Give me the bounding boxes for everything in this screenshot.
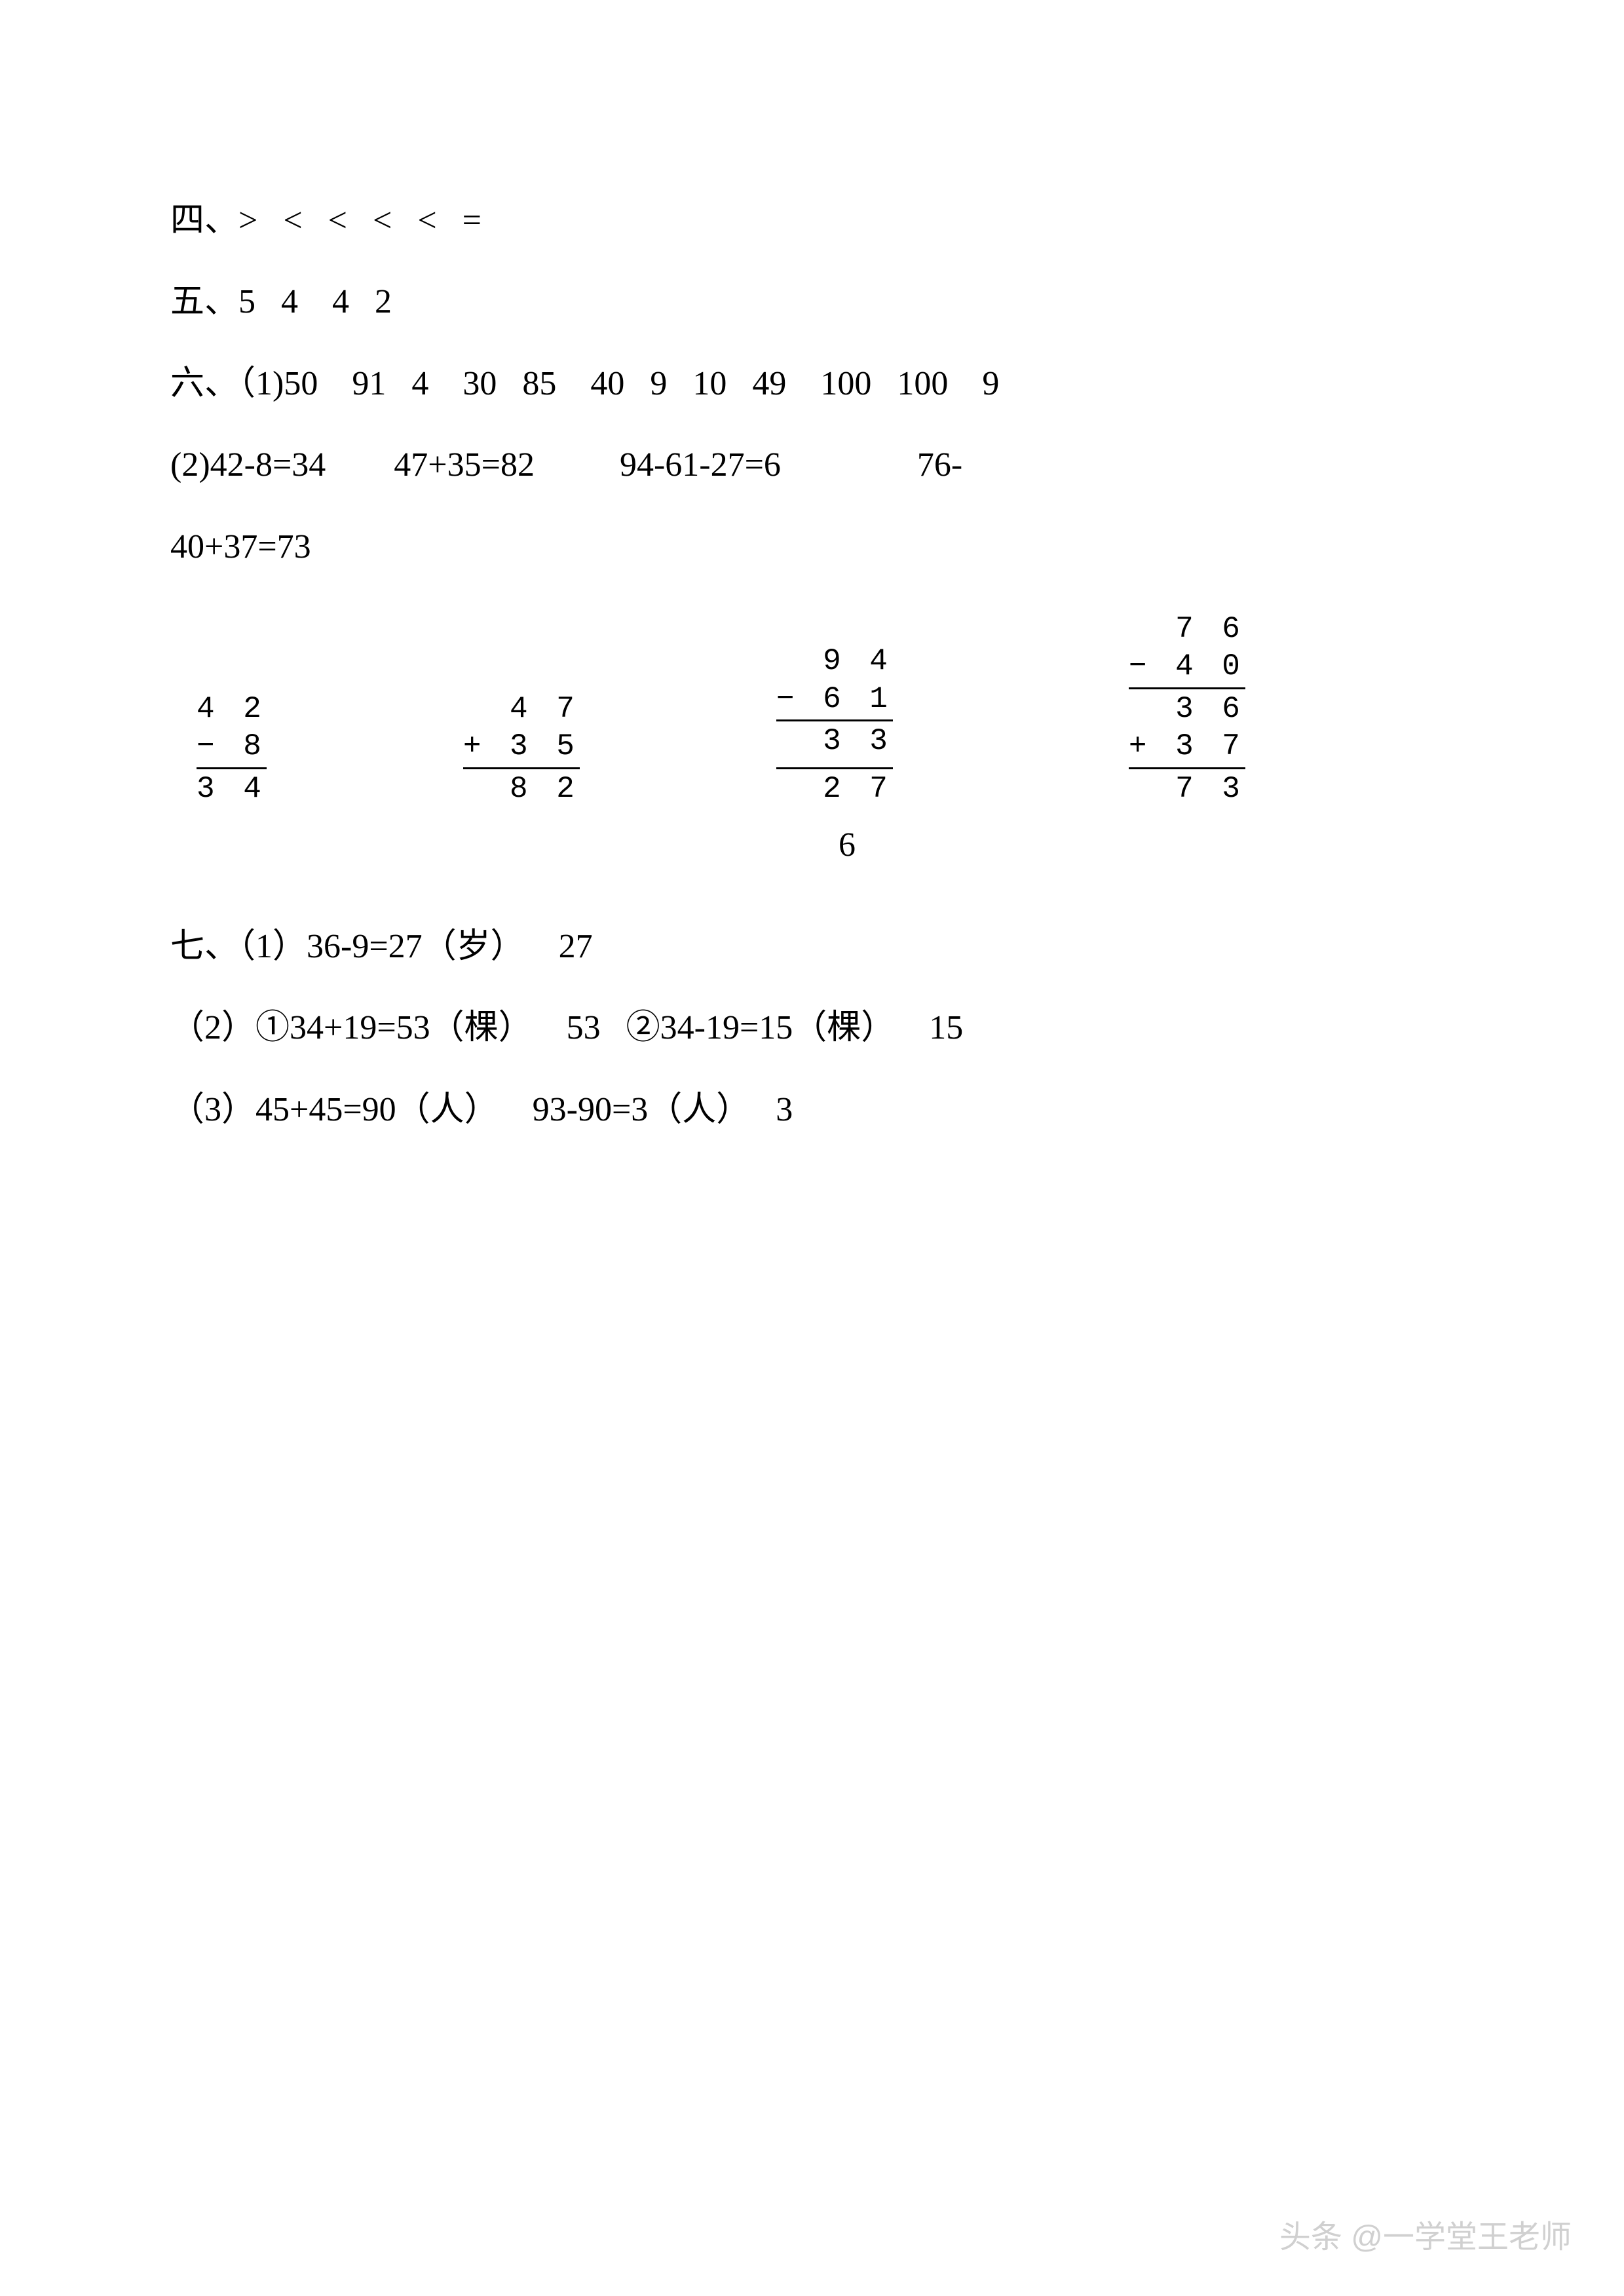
section-7-p2: （2）①34+19=53（棵） 53 ②34-19=15（棵） 15 — [170, 991, 1454, 1065]
calc4-r4: + 3 7 — [1129, 728, 1245, 766]
section-6-p2-eq2: 47+35=82 — [394, 446, 535, 484]
section-6-p2-eq3: 94-61-27=6 — [620, 446, 781, 484]
section-6-p2-label: (2) — [170, 446, 210, 484]
section-6-label: 六、 — [170, 365, 238, 402]
section-4-values: > < < < < = — [238, 202, 482, 239]
section-6-part2: (2)42-8=34 47+35=82 94-61-27=6 76- — [170, 428, 1454, 503]
section-7-p3-text: （3）45+45=90（人） 93-90=3（人） 3 — [170, 1091, 793, 1128]
calc3-r3: 3 3 — [776, 719, 893, 761]
section-7-label: 七、 — [170, 928, 238, 965]
calc4-r5: 7 3 — [1129, 767, 1245, 809]
section-4-label: 四、 — [170, 202, 238, 239]
section-7-p2-text: （2）①34+19=53（棵） 53 ②34-19=15（棵） 15 — [170, 1009, 963, 1046]
calc4-r3: 3 6 — [1129, 687, 1245, 729]
watermark: 头条 @一学堂王老师 — [1279, 2211, 1572, 2257]
section-5-label: 五、 — [170, 283, 238, 320]
calc1-r1: 4 2 — [197, 691, 267, 729]
calc-block-3: 9 4 − 6 1 3 3 2 7 — [776, 643, 893, 808]
calc-block-1: 4 2 − 8 3 4 — [197, 691, 267, 809]
section-5-values: 5 4 4 2 — [238, 283, 392, 320]
section-6-p1-values: 50 91 4 30 85 40 9 10 49 100 100 9 — [284, 365, 999, 402]
vertical-calculations-row: 4 2 − 8 3 4 4 7 + 3 5 8 2 9 4 − 6 1 3 3 … — [170, 611, 1454, 809]
section-7-p1-text: （1）36-9=27（岁） 27 — [238, 928, 593, 965]
section-6-p2-eq4a: 76- — [917, 446, 962, 484]
section-6-p2-eq4b: 40+37=73 — [170, 528, 311, 565]
calc-block-4: 7 6 − 4 0 3 6 + 3 7 7 3 — [1129, 611, 1245, 809]
section-5: 五、5 4 4 2 — [170, 265, 1454, 339]
calc3-r1: 9 4 — [776, 643, 893, 681]
section-6-part1: 六、（1)50 91 4 30 85 40 9 10 49 100 100 9 — [170, 347, 1454, 421]
calc4-r2: − 4 0 — [1129, 648, 1245, 686]
six-below: 6 — [839, 808, 1454, 883]
section-4: 四、> < < < < = — [170, 183, 1454, 258]
calc2-r2: + 3 5 — [463, 728, 580, 766]
section-6-p2-eq1: 42-8=34 — [210, 446, 326, 484]
calc1-r2: − 8 — [197, 728, 267, 766]
section-7-p3: （3）45+45=90（人） 93-90=3（人） 3 — [170, 1073, 1454, 1147]
calc1-r3: 3 4 — [197, 767, 267, 809]
section-6-p1-label: （1) — [238, 365, 284, 402]
calc2-r1: 4 7 — [463, 691, 580, 729]
calc4-r1: 7 6 — [1129, 611, 1245, 649]
calc3-r4: 2 7 — [776, 767, 893, 809]
section-6-part2b: 40+37=73 — [170, 510, 1454, 584]
section-7-p1: 七、（1）36-9=27（岁） 27 — [170, 909, 1454, 984]
calc-block-2: 4 7 + 3 5 8 2 — [463, 691, 580, 809]
calc2-r3: 8 2 — [463, 767, 580, 809]
calc3-r2: − 6 1 — [776, 681, 893, 719]
document-content: 四、> < < < < = 五、5 4 4 2 六、（1)50 91 4 30 … — [0, 0, 1624, 1147]
